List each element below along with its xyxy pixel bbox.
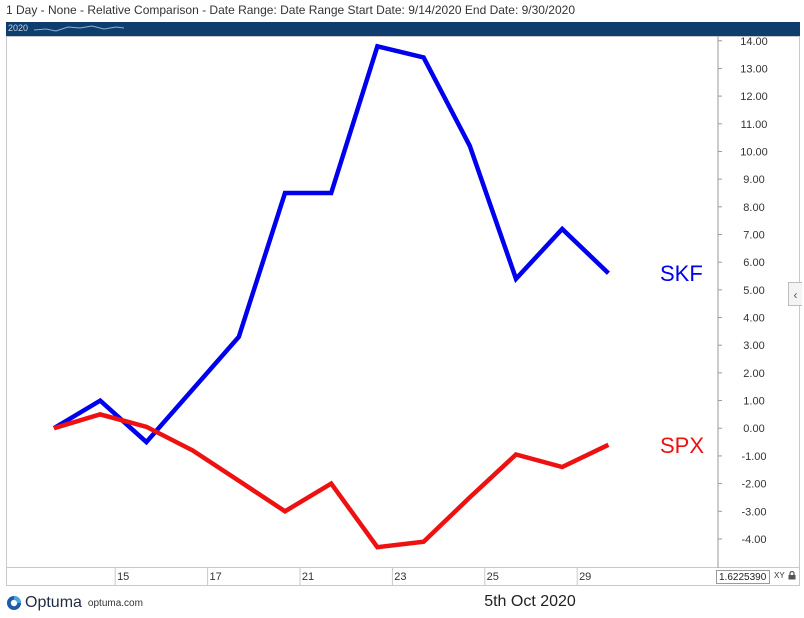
y-tick-label: 5.00 xyxy=(743,285,764,297)
series-label-skf: SKF xyxy=(660,261,703,286)
chevron-left-icon[interactable]: ‹ xyxy=(788,282,802,306)
y-tick-label: 3.00 xyxy=(743,340,764,352)
brand-url: optuma.com xyxy=(87,597,143,609)
lock-icon[interactable] xyxy=(788,571,796,580)
y-tick-label: 13.00 xyxy=(740,63,768,75)
x-tick-label: 15 xyxy=(117,571,129,583)
series-label-spx: SPX xyxy=(660,433,704,458)
y-tick-label: 6.00 xyxy=(743,257,764,269)
y-tick-label: 14.00 xyxy=(740,36,768,48)
x-tick-label: 21 xyxy=(302,571,314,583)
optuma-logo: Optuma optuma.com xyxy=(6,592,143,614)
x-tick-label: 29 xyxy=(579,571,591,583)
y-tick-label: -4.00 xyxy=(741,534,766,546)
brand-name: Optuma xyxy=(25,594,82,611)
x-tick-label: 23 xyxy=(394,571,406,583)
x-tick-label: 17 xyxy=(209,571,221,583)
y-tick-label: 2.00 xyxy=(743,368,764,380)
navigator-preview xyxy=(34,25,124,32)
y-tick-label: 11.00 xyxy=(741,119,768,131)
chart-title: 1 Day - None - Relative Comparison - Dat… xyxy=(6,3,575,17)
optuma-logo-icon xyxy=(7,596,21,610)
y-tick-label: 10.00 xyxy=(740,146,768,158)
y-tick-label: 1.00 xyxy=(743,396,764,408)
date-navigator-strip[interactable]: 2020 xyxy=(6,22,800,36)
y-tick-label: 8.00 xyxy=(743,202,764,214)
y-tick-label: -1.00 xyxy=(741,451,766,463)
y-tick-label: -2.00 xyxy=(741,479,766,491)
x-tick-label: 25 xyxy=(487,571,499,583)
y-tick-label: 4.00 xyxy=(743,313,764,325)
y-tick-label: 7.00 xyxy=(743,229,764,241)
y-tick-label: 0.00 xyxy=(743,423,764,435)
navigator-year-label: 2020 xyxy=(8,23,29,33)
y-tick-label: 9.00 xyxy=(743,174,764,186)
y-tick-label: 12.00 xyxy=(740,91,768,103)
series-line-spx xyxy=(53,412,610,550)
xy-toggle-button[interactable]: XY xyxy=(774,571,785,580)
series-line-skf xyxy=(52,43,610,446)
chart-header: 1 Day - None - Relative Comparison - Dat… xyxy=(0,0,804,22)
cursor-value-readout: 1.6225390 xyxy=(716,570,770,584)
y-tick-label: -3.00 xyxy=(741,506,766,518)
x-axis-bar xyxy=(6,568,800,586)
footer-date: 5th Oct 2020 xyxy=(484,593,576,610)
